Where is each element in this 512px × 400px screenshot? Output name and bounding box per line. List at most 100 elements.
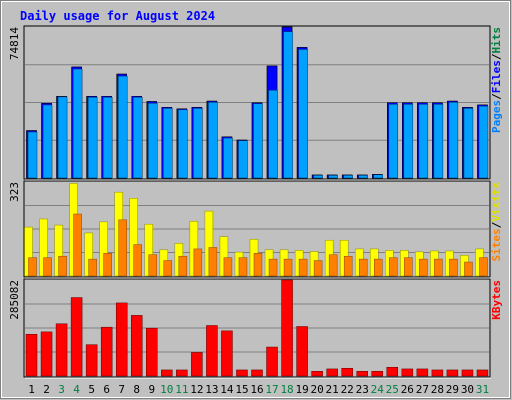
bar-kbytes-day-7 xyxy=(115,302,128,377)
x-tick-label: 9 xyxy=(148,383,155,396)
bar-sites-day-12 xyxy=(193,248,203,277)
bar-pages-day-4 xyxy=(72,68,83,179)
bar-kbytes-day-5 xyxy=(85,344,98,377)
x-tick-label: 29 xyxy=(446,383,459,396)
legend-entry: / xyxy=(490,53,503,60)
bar-pages-day-1 xyxy=(27,131,38,179)
bar-pages-day-28 xyxy=(433,104,444,179)
bar-sites-day-18 xyxy=(283,258,293,277)
bar-sites-day-22 xyxy=(343,255,353,277)
bar-kbytes-day-15 xyxy=(236,369,248,377)
x-tick-label: 25 xyxy=(386,383,399,396)
bar-pages-day-18 xyxy=(283,31,293,179)
bar-pages-day-2 xyxy=(42,104,53,179)
x-tick-label: 14 xyxy=(220,383,234,396)
bar-sites-day-23 xyxy=(358,258,368,277)
chart-title: Daily usage for August 2024 xyxy=(20,9,215,23)
bar-sites-day-5 xyxy=(88,258,97,277)
bar-pages-day-22 xyxy=(343,175,353,179)
bar-sites-day-21 xyxy=(328,254,338,277)
bar-kbytes-day-9 xyxy=(146,327,158,377)
x-tick-label: 19 xyxy=(295,383,308,396)
y-max-label: 323 xyxy=(8,182,21,202)
legend-entry: Hits xyxy=(490,27,503,54)
panel-sites: 323 Sites/Visits xyxy=(8,180,503,279)
bar-sites-day-3 xyxy=(58,255,67,277)
x-tick-label: 20 xyxy=(311,383,324,396)
bar-kbytes-day-18 xyxy=(281,279,293,377)
bar-sites-day-29 xyxy=(449,258,458,277)
bar-sites-day-30 xyxy=(464,261,473,277)
bar-pages-day-24 xyxy=(373,174,384,179)
bar-sites-day-6 xyxy=(103,253,112,277)
bar-kbytes-day-30 xyxy=(461,369,474,377)
bar-sites-day-10 xyxy=(163,260,173,277)
x-tick-label: 18 xyxy=(280,383,293,396)
bar-kbytes-day-24 xyxy=(371,371,384,377)
bar-pages-day-30 xyxy=(463,108,474,179)
bar-pages-day-14 xyxy=(223,137,233,179)
bar-sites-day-11 xyxy=(178,255,188,277)
bar-pages-day-12 xyxy=(193,108,203,179)
bar-kbytes-day-25 xyxy=(386,366,399,377)
x-tick-label: 13 xyxy=(205,383,218,396)
bar-sites-day-2 xyxy=(43,257,52,277)
bar-kbytes-day-10 xyxy=(161,369,173,377)
bar-kbytes-day-19 xyxy=(296,326,308,377)
x-tick-label: 15 xyxy=(235,383,248,396)
bar-pages-day-15 xyxy=(238,140,248,179)
x-tick-label: 21 xyxy=(326,383,339,396)
legend-entry: Files xyxy=(490,60,503,93)
legend-sites: Sites/Visits xyxy=(490,182,503,262)
bar-sites-day-24 xyxy=(374,258,383,277)
legend-entry: / xyxy=(490,221,503,228)
x-tick-label: 6 xyxy=(103,383,110,396)
bar-kbytes-day-27 xyxy=(416,368,429,377)
bar-kbytes-day-29 xyxy=(446,369,459,377)
bar-kbytes-day-3 xyxy=(55,323,68,377)
bar-kbytes-day-4 xyxy=(70,297,83,377)
bar-sites-day-19 xyxy=(298,258,308,277)
bar-sites-day-31 xyxy=(479,257,488,277)
bar-pages-day-25 xyxy=(388,104,399,179)
bar-sites-day-16 xyxy=(253,253,263,277)
x-tick-label: 1 xyxy=(28,383,35,396)
x-tick-label: 27 xyxy=(416,383,429,396)
bar-pages-day-10 xyxy=(163,108,173,179)
bar-pages-day-8 xyxy=(132,97,143,179)
bar-sites-day-8 xyxy=(133,244,142,277)
bar-pages-day-23 xyxy=(358,175,368,179)
x-tick-label: 24 xyxy=(371,383,385,396)
y-max-label: 74814 xyxy=(8,27,21,60)
bar-kbytes-day-2 xyxy=(40,331,53,377)
x-tick-label: 30 xyxy=(461,383,474,396)
x-tick-label: 12 xyxy=(190,383,203,396)
bar-pages-day-29 xyxy=(448,102,459,179)
x-tick-label: 28 xyxy=(431,383,444,396)
x-tick-label: 26 xyxy=(401,383,414,396)
legend-entry: KBytes xyxy=(490,280,503,320)
bar-kbytes-day-13 xyxy=(206,325,218,377)
bar-pages-day-17 xyxy=(268,89,278,179)
bar-sites-day-14 xyxy=(223,257,233,277)
legend-entry: Visits xyxy=(490,182,503,222)
bar-kbytes-day-11 xyxy=(176,369,188,377)
bar-kbytes-day-1 xyxy=(25,333,38,377)
bar-kbytes-day-14 xyxy=(221,330,233,377)
bar-sites-day-17 xyxy=(268,258,278,277)
bar-pages-day-31 xyxy=(478,105,489,179)
bar-sites-day-4 xyxy=(73,213,82,277)
bar-pages-day-19 xyxy=(298,49,308,179)
bar-pages-day-5 xyxy=(87,97,98,179)
bar-kbytes-day-28 xyxy=(431,369,444,377)
x-tick-label: 4 xyxy=(73,383,80,396)
x-tick-label: 8 xyxy=(133,383,140,396)
x-tick-label: 16 xyxy=(250,383,263,396)
x-axis: 1 2 3 4 5 6 7 8 9 10 11 12 13 14 15 16 17 18 19 20 21 22 23 24 2… xyxy=(28,383,489,396)
bar-kbytes-day-8 xyxy=(130,315,143,377)
bar-sites-day-20 xyxy=(313,260,323,277)
bar-kbytes-day-17 xyxy=(266,346,278,377)
